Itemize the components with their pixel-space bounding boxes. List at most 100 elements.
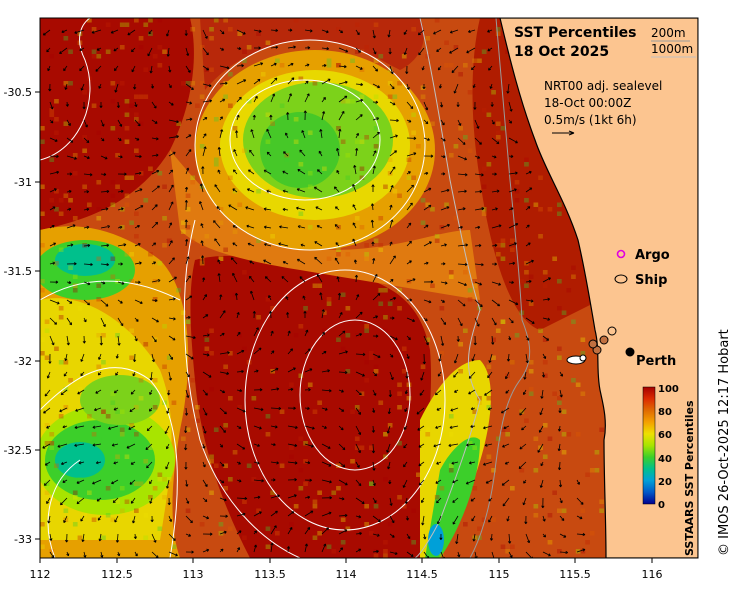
texture-pixel — [373, 369, 379, 374]
texture-pixel — [557, 279, 562, 284]
texture-pixel — [134, 405, 139, 410]
texture-pixel — [246, 45, 252, 50]
texture-pixel — [481, 108, 487, 113]
current-arrow — [133, 533, 137, 540]
texture-pixel — [401, 369, 407, 374]
bathymetry-contours — [414, 18, 531, 558]
current-arrow — [508, 119, 512, 124]
current-arrow — [82, 335, 86, 344]
current-arrow — [60, 461, 68, 465]
texture-pixel — [124, 499, 130, 504]
current-arrow — [252, 310, 256, 319]
current-arrow — [472, 83, 476, 89]
texture-pixel — [364, 256, 369, 261]
texture-pixel — [378, 216, 384, 221]
texture-pixel — [486, 112, 492, 117]
y-tick-label: -32.5 — [4, 444, 32, 457]
current-arrow — [420, 371, 425, 381]
texture-pixel — [63, 508, 69, 513]
current-arrow — [435, 425, 442, 429]
current-arrow — [440, 172, 446, 176]
texture-pixel — [336, 337, 341, 342]
texture-pixel — [209, 328, 214, 333]
texture-pixel — [505, 549, 510, 554]
texture-pixel — [199, 45, 205, 50]
current-arrow — [115, 533, 120, 543]
current-arrow — [270, 494, 280, 499]
current-arrow — [304, 461, 311, 465]
current-arrow — [83, 190, 90, 194]
texture-pixel — [293, 504, 299, 509]
texture-pixel — [397, 495, 402, 500]
texture-pixel — [72, 490, 78, 495]
texture-pixel — [383, 477, 388, 482]
current-arrow — [80, 371, 85, 377]
current-arrow — [519, 407, 527, 416]
texture-pixel — [495, 135, 501, 140]
current-arrow — [283, 151, 289, 157]
current-arrow — [83, 551, 87, 558]
texture-pixel — [453, 45, 459, 50]
current-arrow — [219, 116, 223, 121]
texture-pixel — [397, 405, 402, 410]
texture-pixel — [218, 207, 224, 212]
current-arrow — [49, 206, 56, 211]
current-arrow — [372, 165, 376, 175]
y-tick-label: -32 — [14, 355, 32, 368]
current-arrow — [185, 533, 192, 537]
texture-pixel — [406, 396, 412, 401]
current-arrow — [99, 335, 103, 346]
current-arrow — [500, 407, 510, 414]
current-arrow — [468, 371, 476, 379]
current-arrow — [148, 29, 153, 35]
warm-anomaly-northcentral — [200, 18, 424, 90]
current-arrow — [538, 425, 544, 433]
current-arrow — [116, 101, 120, 109]
texture-pixel — [322, 166, 327, 171]
texture-pixel — [557, 355, 562, 360]
current-arrow — [508, 299, 519, 306]
current-arrow — [165, 461, 170, 470]
current-arrow — [95, 65, 102, 72]
texture-pixel — [312, 504, 318, 509]
current-arrow — [57, 443, 68, 448]
current-arrow — [219, 443, 223, 448]
current-arrow — [483, 461, 493, 466]
current-arrow — [185, 275, 191, 283]
current-arrow — [184, 219, 188, 229]
texture-pixel — [340, 139, 346, 144]
texture-pixel — [199, 522, 205, 527]
texture-pixel — [105, 513, 111, 518]
texture-pixel — [425, 432, 431, 437]
texture-pixel — [270, 121, 275, 126]
current-arrow — [49, 119, 54, 124]
current-arrow — [83, 137, 90, 143]
current-arrow — [297, 169, 306, 175]
texture-pixel — [387, 94, 393, 99]
texture-pixel — [463, 270, 468, 275]
texture-pixel — [228, 477, 233, 482]
current-arrow — [202, 461, 206, 468]
current-arrow — [505, 371, 510, 380]
texture-pixel — [40, 544, 45, 549]
texture-pixel — [472, 486, 478, 491]
current-arrow — [63, 515, 68, 524]
current-arrow — [43, 479, 51, 486]
current-arrow — [98, 83, 102, 89]
current-arrow — [219, 548, 224, 553]
texture-pixel — [91, 103, 97, 108]
texture-pixel — [336, 63, 341, 68]
current-arrow — [168, 222, 173, 229]
texture-pixel — [49, 112, 55, 117]
texture-pixel — [547, 207, 553, 212]
current-arrow — [253, 369, 259, 373]
current-arrow — [453, 371, 459, 378]
texture-pixel — [40, 351, 45, 356]
colorbar-tick: 100 — [658, 384, 679, 395]
current-arrow — [372, 293, 381, 301]
texture-pixel — [387, 157, 393, 162]
current-arrow — [230, 257, 238, 265]
current-arrow — [253, 425, 262, 430]
current-arrow — [304, 510, 314, 517]
current-arrow — [219, 29, 225, 35]
